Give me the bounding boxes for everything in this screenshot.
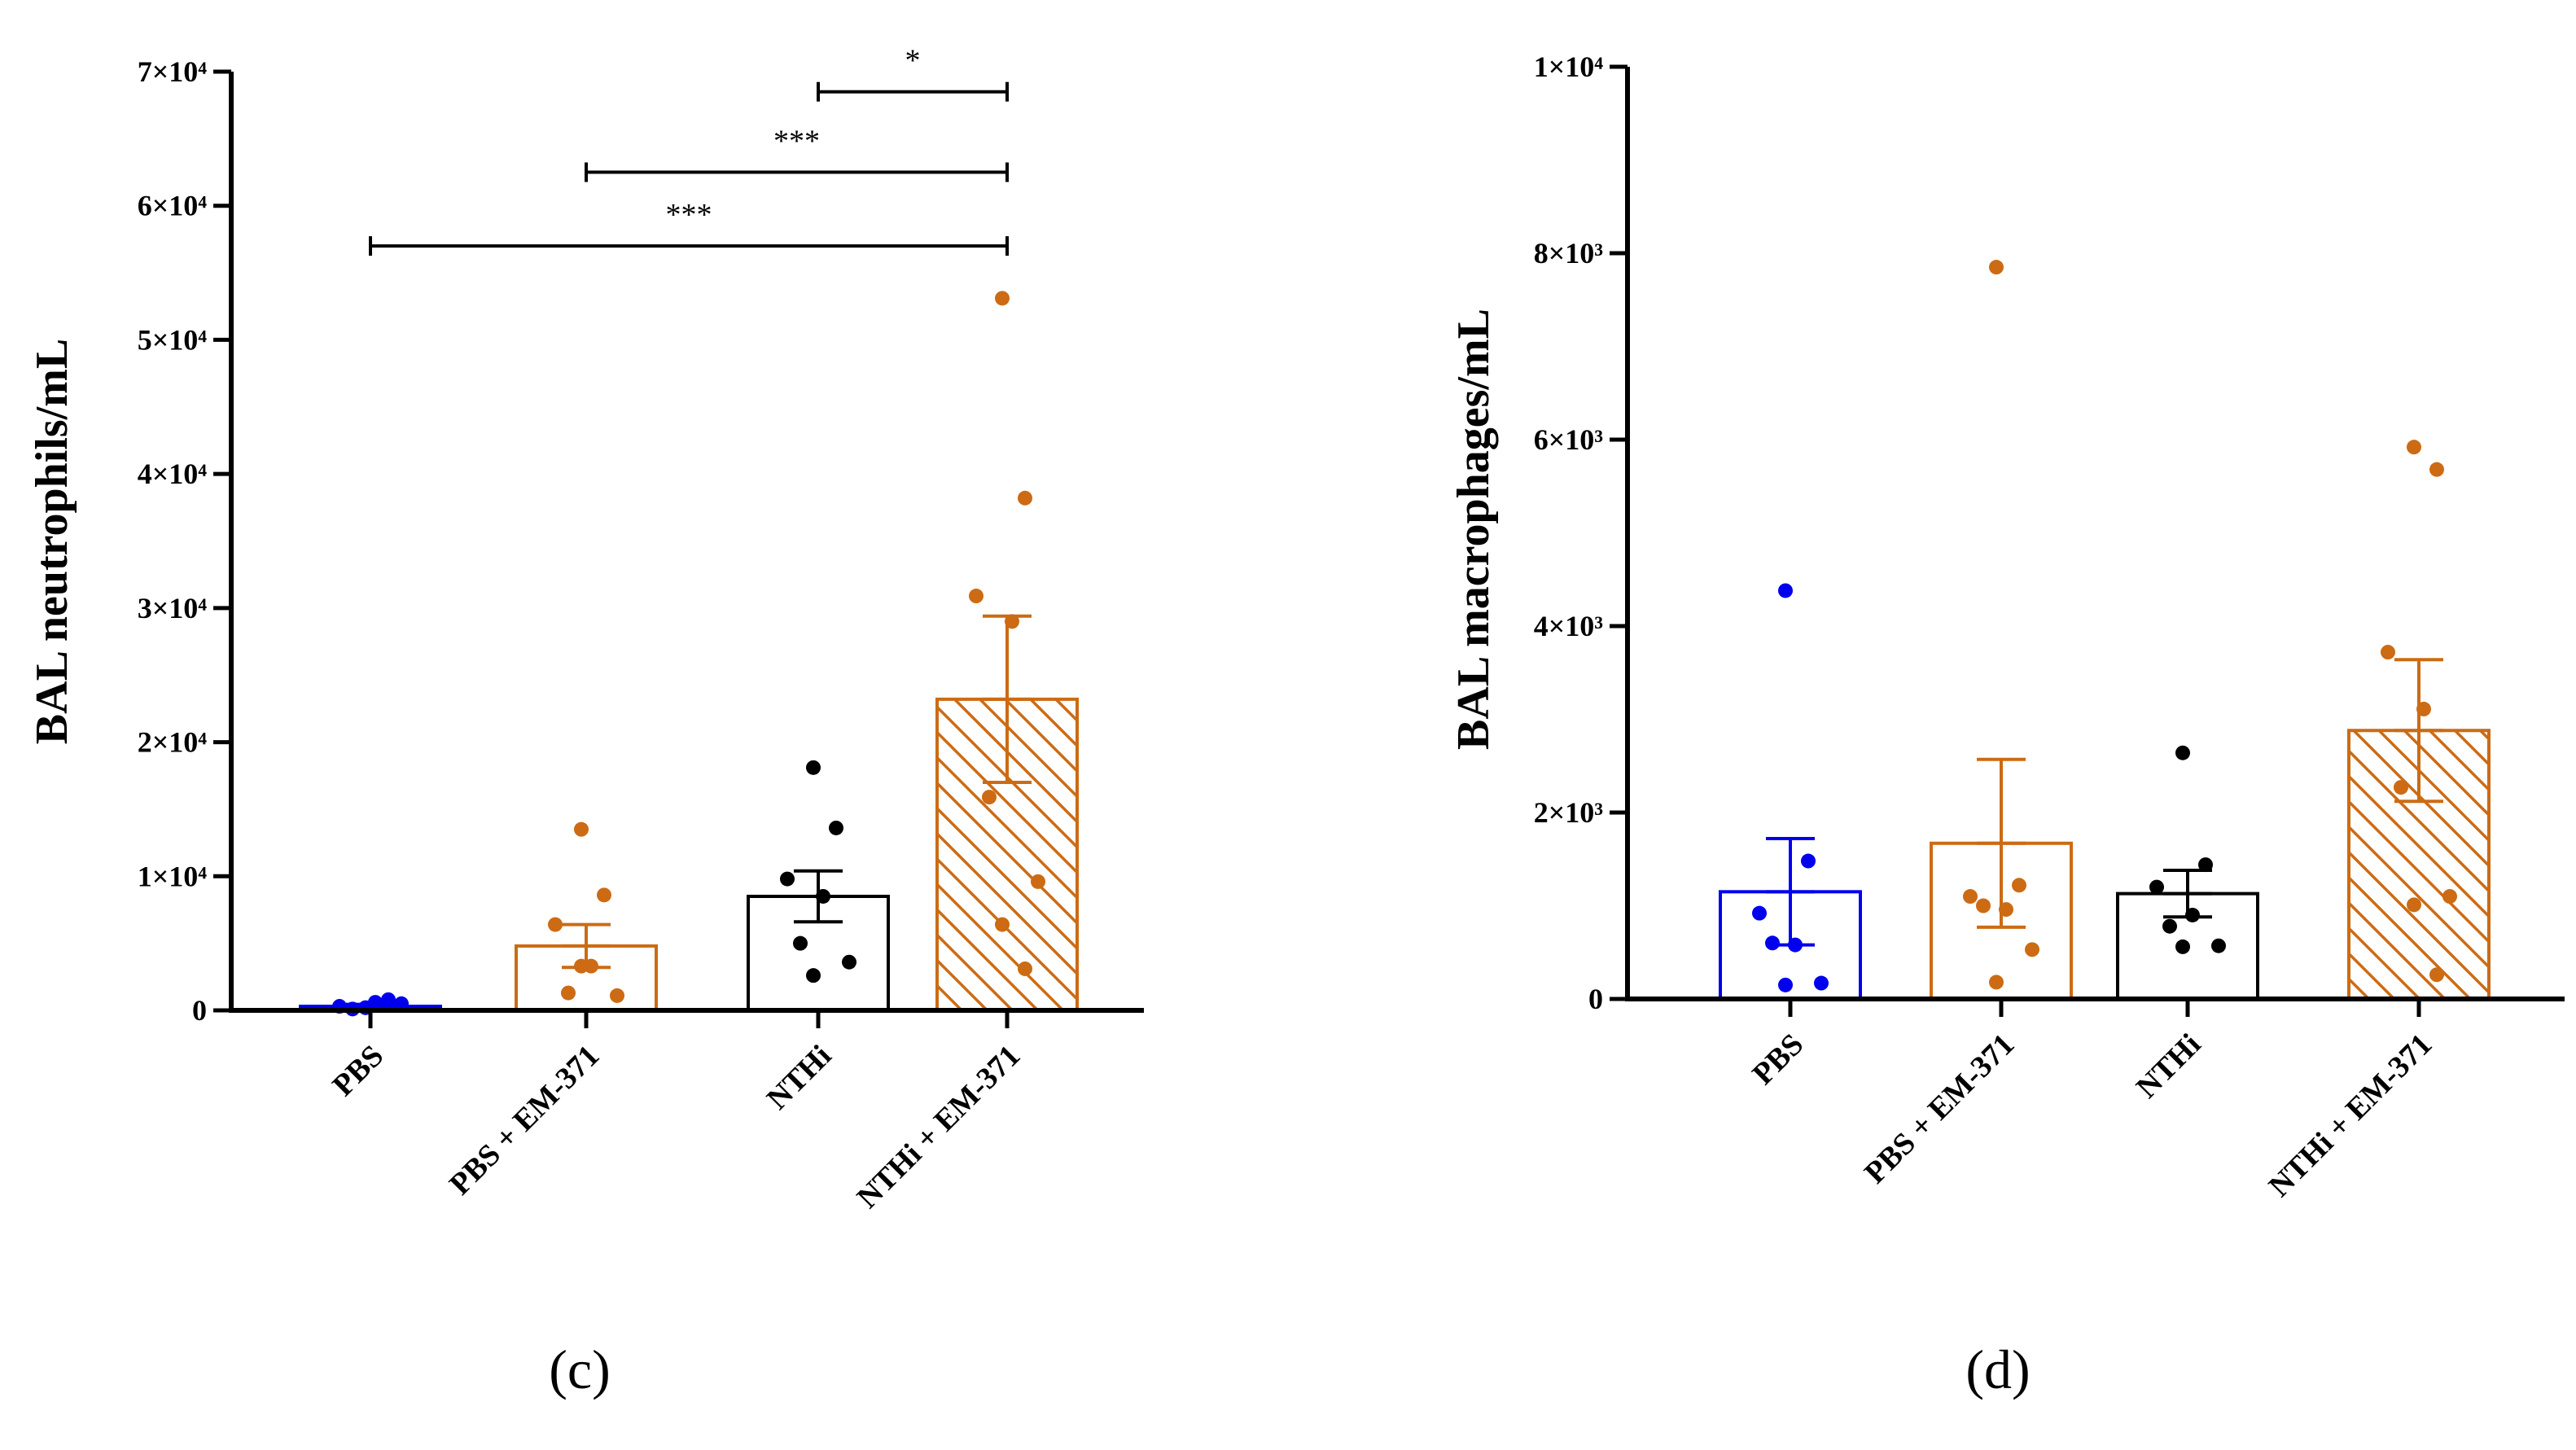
panel-label: (d) <box>1965 1338 2030 1400</box>
y-tick-label: 2×10⁴ <box>138 726 208 759</box>
data-point <box>2185 907 2200 922</box>
x-tick-label: PBS + EM-371 <box>1858 1027 2021 1190</box>
data-point <box>780 871 795 887</box>
data-point <box>1005 614 1019 629</box>
y-tick-label: 6×10³ <box>1534 423 1604 456</box>
data-point <box>1976 898 1991 913</box>
data-point <box>574 821 589 837</box>
x-tick-label: PBS <box>1746 1027 1810 1092</box>
data-point <box>816 888 830 904</box>
chart-c-neutrophils: 0 1×10⁴ 2×10⁴ 3×10⁴ 4×10⁴ 5×10⁴ 6×10⁴ 7×10⁴ PBS P… <box>27 44 1144 1400</box>
y-tick-label: 1×10⁴ <box>138 860 208 892</box>
x-tick-label: PBS <box>326 1039 390 1103</box>
data-point <box>842 954 856 970</box>
data-point <box>2429 967 2444 983</box>
data-point <box>2394 780 2408 795</box>
data-point <box>1031 874 1045 889</box>
y-axis-title: BAL neutrophils/mL <box>27 339 77 744</box>
y-tick-label: 6×10⁴ <box>138 190 208 222</box>
chart-d-macrophages: 0 2×10³ 4×10³ 6×10³ 8×10³ 1×10⁴ PBS PBS + EM-37… <box>1448 50 2565 1400</box>
x-tick-label: NTHi <box>2130 1027 2207 1105</box>
data-point <box>806 968 821 983</box>
data-point <box>2381 645 2395 660</box>
data-point <box>982 790 997 805</box>
data-point <box>1788 937 1803 953</box>
data-point <box>561 985 576 1001</box>
y-tick-label: 1×10⁴ <box>1534 50 1604 83</box>
data-point <box>1778 977 1793 992</box>
data-point <box>1814 975 1829 991</box>
data-point <box>1963 889 1978 905</box>
data-point <box>1989 975 2004 990</box>
data-point <box>548 917 563 932</box>
y-tick-label: 4×10⁴ <box>138 458 208 490</box>
y-tick-label: 4×10³ <box>1534 610 1604 642</box>
data-point <box>2416 701 2431 716</box>
data-point <box>394 996 409 1011</box>
data-point <box>1801 853 1816 869</box>
data-point <box>2162 918 2177 934</box>
data-point <box>2211 938 2226 953</box>
data-point <box>1778 583 1793 598</box>
y-tick-label: 8×10³ <box>1534 237 1604 269</box>
data-point <box>2025 942 2039 957</box>
data-point <box>793 935 808 951</box>
y-tick-label: 7×10⁴ <box>138 55 208 88</box>
data-point <box>995 291 1010 306</box>
data-point <box>2198 857 2213 873</box>
data-point <box>610 988 624 1003</box>
y-tick-label: 3×10⁴ <box>138 592 208 624</box>
data-point <box>2175 939 2190 954</box>
data-point <box>969 589 984 604</box>
data-point <box>995 917 1010 932</box>
y-tick-label: 5×10⁴ <box>138 323 208 356</box>
data-point <box>597 887 611 903</box>
data-point <box>829 820 843 835</box>
x-tick-label: NTHi + EM-371 <box>851 1039 1027 1216</box>
data-point <box>2429 462 2444 477</box>
x-tick-label: NTHi <box>760 1039 838 1116</box>
sig-label-1: *** <box>773 125 820 159</box>
data-point <box>381 992 396 1007</box>
panel-label: (c) <box>549 1338 610 1400</box>
data-point <box>2175 745 2190 760</box>
data-point <box>806 760 821 775</box>
data-point <box>1752 905 1767 921</box>
y-axis-title: BAL macrophages/mL <box>1448 309 1499 750</box>
data-point <box>2442 889 2457 905</box>
data-point <box>2407 440 2421 455</box>
y-tick-label: 0 <box>1588 983 1603 1015</box>
data-point <box>2012 878 2026 893</box>
x-tick-label: NTHi + EM-371 <box>2263 1027 2439 1204</box>
sig-label-2: *** <box>666 198 712 232</box>
y-tick-label: 2×10³ <box>1534 796 1604 829</box>
data-point <box>1999 902 2013 918</box>
data-point <box>1989 260 2004 275</box>
data-point <box>2149 879 2164 895</box>
data-point <box>1018 961 1032 976</box>
data-point <box>1018 490 1032 506</box>
data-point <box>1765 935 1780 951</box>
x-tick-label: PBS + EM-371 <box>443 1039 606 1202</box>
data-point <box>574 958 589 974</box>
y-tick-label: 0 <box>192 994 207 1027</box>
sig-label-0: * <box>905 44 921 78</box>
data-point <box>2407 897 2421 913</box>
